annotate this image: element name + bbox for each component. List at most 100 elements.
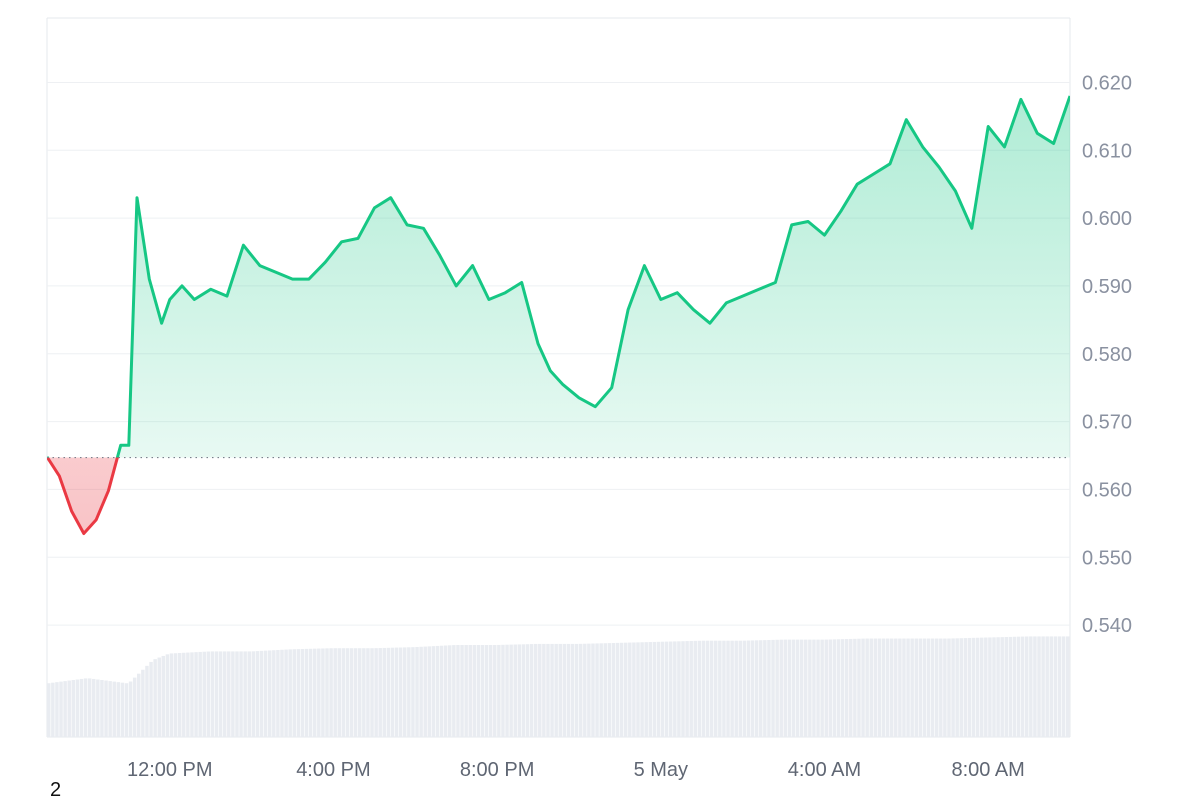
volume-bar [255, 651, 260, 737]
volume-bar [799, 639, 804, 737]
volume-bar [902, 638, 906, 737]
volume-bar [173, 653, 178, 737]
volume-bar [272, 650, 276, 737]
volume-bar [521, 644, 526, 737]
volume-bar [476, 644, 481, 737]
volume-bar [517, 644, 522, 737]
volume-bar [525, 644, 530, 737]
volume-bar [464, 644, 468, 737]
volume-bar [312, 648, 317, 737]
volume-bar [59, 681, 63, 737]
volume-bar [239, 651, 243, 737]
volume-bar [329, 648, 333, 737]
volume-bar [562, 643, 567, 737]
volume-bar [161, 655, 166, 737]
volume-bar [840, 639, 845, 737]
volume-bar [1029, 636, 1033, 737]
volume-bar [861, 638, 865, 737]
volume-bar [349, 648, 354, 737]
volume-bar [979, 637, 984, 737]
volume-bar [763, 640, 767, 737]
volume-bar [137, 673, 141, 737]
volume-bar [509, 644, 513, 737]
volume-bar [963, 638, 968, 737]
volume-bar [488, 644, 493, 737]
volume-bar [636, 642, 640, 737]
volume-bar [251, 651, 256, 737]
y-tick-label: 0.550 [1082, 547, 1132, 569]
volume-bar [1057, 636, 1062, 737]
volume-bar [746, 640, 751, 737]
volume-bar [1000, 637, 1004, 737]
volume-bar [554, 643, 558, 737]
volume-bar [673, 641, 677, 737]
volume-bar [906, 638, 910, 737]
volume-bar [276, 650, 280, 737]
volume-bar [889, 638, 894, 737]
volume-bar [411, 647, 415, 737]
volume-bar [857, 638, 861, 737]
volume-bar [722, 640, 726, 737]
volume-bar [1008, 636, 1013, 737]
volume-bar [321, 648, 325, 737]
volume-bar [333, 648, 337, 737]
volume-bar [235, 651, 239, 737]
volume-bar [947, 638, 951, 737]
volume-bar [374, 648, 378, 737]
volume-bar [550, 643, 554, 737]
volume-bar [578, 643, 583, 737]
volume-bar [1049, 636, 1054, 737]
volume-bar [431, 646, 436, 737]
volume-bar [787, 639, 792, 737]
volume-bar [141, 669, 145, 737]
volume-bar [689, 640, 693, 737]
volume-bar [394, 647, 399, 737]
volume-bar [67, 680, 71, 737]
volume-bar [922, 638, 927, 737]
footnote-label: 2 [50, 779, 62, 801]
volume-bar [709, 640, 714, 737]
volume-bar [71, 680, 76, 737]
price-area [47, 96, 1070, 534]
volume-bar [865, 638, 869, 737]
y-axis-ticks: 0.620 0.610 0.600 0.590 0.580 0.570 0.560 0.550… [1082, 72, 1132, 637]
volume-bar [607, 643, 612, 737]
volume-bar [87, 678, 92, 737]
volume-bar [656, 641, 661, 737]
volume-bar [198, 651, 202, 737]
volume-bar [599, 643, 603, 737]
volume-bar [611, 643, 616, 737]
volume-bar [513, 644, 517, 737]
volume-bar [120, 682, 125, 737]
volume-bar [844, 639, 849, 737]
volume-bar [218, 651, 223, 737]
volume-bar [783, 639, 788, 737]
volume-bar [804, 639, 808, 737]
volume-bar [959, 638, 964, 737]
volume-bar [456, 644, 460, 737]
volume-bar [96, 679, 100, 737]
volume-bar [63, 681, 67, 737]
volume-bar [898, 638, 902, 737]
volume-bar [468, 644, 472, 737]
volume-bar [533, 643, 538, 737]
volume-bar [939, 638, 943, 737]
volume-bar [157, 657, 161, 737]
volume-bar [55, 682, 59, 737]
volume-bar [984, 637, 988, 737]
volume-bar [1004, 637, 1009, 737]
volume-bar [153, 659, 157, 737]
volume-bar [366, 648, 370, 737]
volume-bar [779, 639, 783, 737]
volume-bar [403, 647, 407, 737]
volume-bar [300, 648, 305, 737]
volume-bar [795, 639, 800, 737]
volume-bar [951, 638, 955, 737]
volume-bar [370, 648, 374, 737]
volume-bar [1061, 636, 1066, 737]
volume-bar [726, 640, 730, 737]
volume-bar [750, 640, 755, 737]
volume-bar [681, 641, 685, 737]
x-tick-label: 4:00 AM [788, 759, 861, 781]
